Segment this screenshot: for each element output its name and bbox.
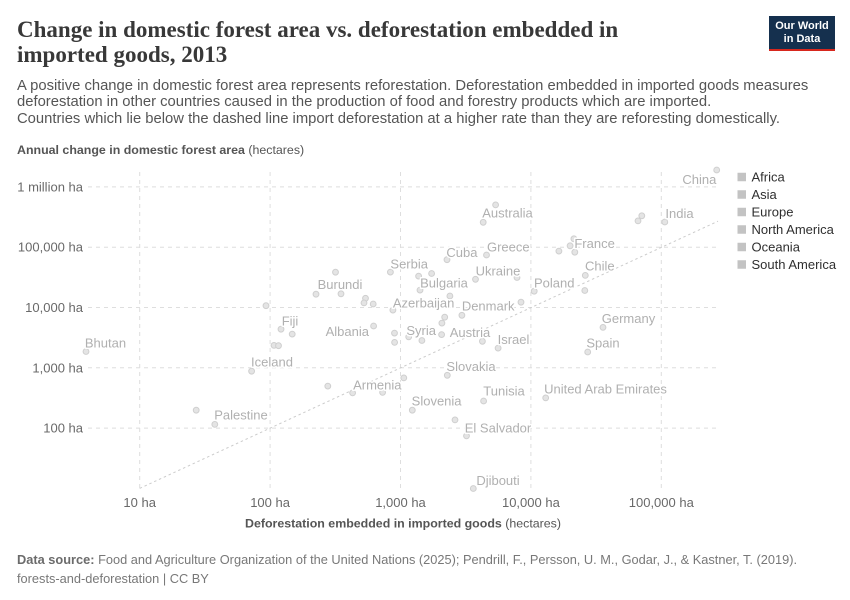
svg-text:Israel: Israel xyxy=(498,332,530,347)
svg-text:Syria: Syria xyxy=(406,323,436,338)
svg-text:South America: South America xyxy=(752,257,837,272)
svg-text:Armenia: Armenia xyxy=(353,377,402,392)
svg-text:Annual change in domestic fore: Annual change in domestic forest area (h… xyxy=(17,143,304,157)
svg-text:Djibouti: Djibouti xyxy=(476,473,519,488)
svg-text:1 million ha: 1 million ha xyxy=(17,179,84,194)
svg-text:Serbia: Serbia xyxy=(390,256,428,271)
svg-text:Burundi: Burundi xyxy=(318,277,363,292)
svg-text:10 ha: 10 ha xyxy=(123,495,156,510)
svg-text:Bhutan: Bhutan xyxy=(85,335,126,350)
svg-text:Iceland: Iceland xyxy=(251,355,293,370)
svg-text:Fiji: Fiji xyxy=(282,314,299,329)
svg-text:100,000 ha: 100,000 ha xyxy=(629,495,695,510)
svg-text:100,000 ha: 100,000 ha xyxy=(18,240,84,255)
svg-text:10,000 ha: 10,000 ha xyxy=(25,300,84,315)
svg-text:India: India xyxy=(665,206,694,221)
svg-text:Denmark: Denmark xyxy=(462,299,515,314)
svg-text:100 ha: 100 ha xyxy=(43,421,84,436)
svg-text:10,000 ha: 10,000 ha xyxy=(502,495,561,510)
svg-text:China: China xyxy=(682,172,717,187)
svg-text:Slovakia: Slovakia xyxy=(446,359,496,374)
svg-text:Oceania: Oceania xyxy=(752,240,801,255)
svg-text:Bulgaria: Bulgaria xyxy=(420,275,468,290)
svg-text:100 ha: 100 ha xyxy=(250,495,291,510)
svg-text:Spain: Spain xyxy=(586,336,619,351)
svg-text:1,000 ha: 1,000 ha xyxy=(32,360,83,375)
svg-text:Germany: Germany xyxy=(602,311,656,326)
svg-text:Chile: Chile xyxy=(585,259,615,274)
svg-text:Europe: Europe xyxy=(752,205,794,220)
svg-text:Poland: Poland xyxy=(534,276,574,291)
svg-text:North America: North America xyxy=(752,222,835,237)
svg-text:Ukraine: Ukraine xyxy=(476,264,521,279)
svg-text:Greece: Greece xyxy=(487,239,530,254)
svg-text:Azerbaijan: Azerbaijan xyxy=(393,295,454,310)
svg-text:Austria: Austria xyxy=(450,325,491,340)
svg-text:Cuba: Cuba xyxy=(446,245,478,260)
svg-text:1,000 ha: 1,000 ha xyxy=(375,495,426,510)
svg-text:Palestine: Palestine xyxy=(214,408,267,423)
svg-text:United Arab Emirates: United Arab Emirates xyxy=(544,381,667,396)
svg-text:Albania: Albania xyxy=(326,324,370,339)
svg-text:Africa: Africa xyxy=(752,170,786,185)
svg-text:Tunisia: Tunisia xyxy=(483,384,525,399)
svg-text:El Salvador: El Salvador xyxy=(465,421,532,436)
svg-text:Slovenia: Slovenia xyxy=(412,393,463,408)
svg-text:Asia: Asia xyxy=(752,187,778,202)
svg-text:France: France xyxy=(574,236,614,251)
svg-text:Australia: Australia xyxy=(482,206,533,221)
svg-text:Deforestation embedded in impo: Deforestation embedded in imported goods… xyxy=(245,517,561,531)
